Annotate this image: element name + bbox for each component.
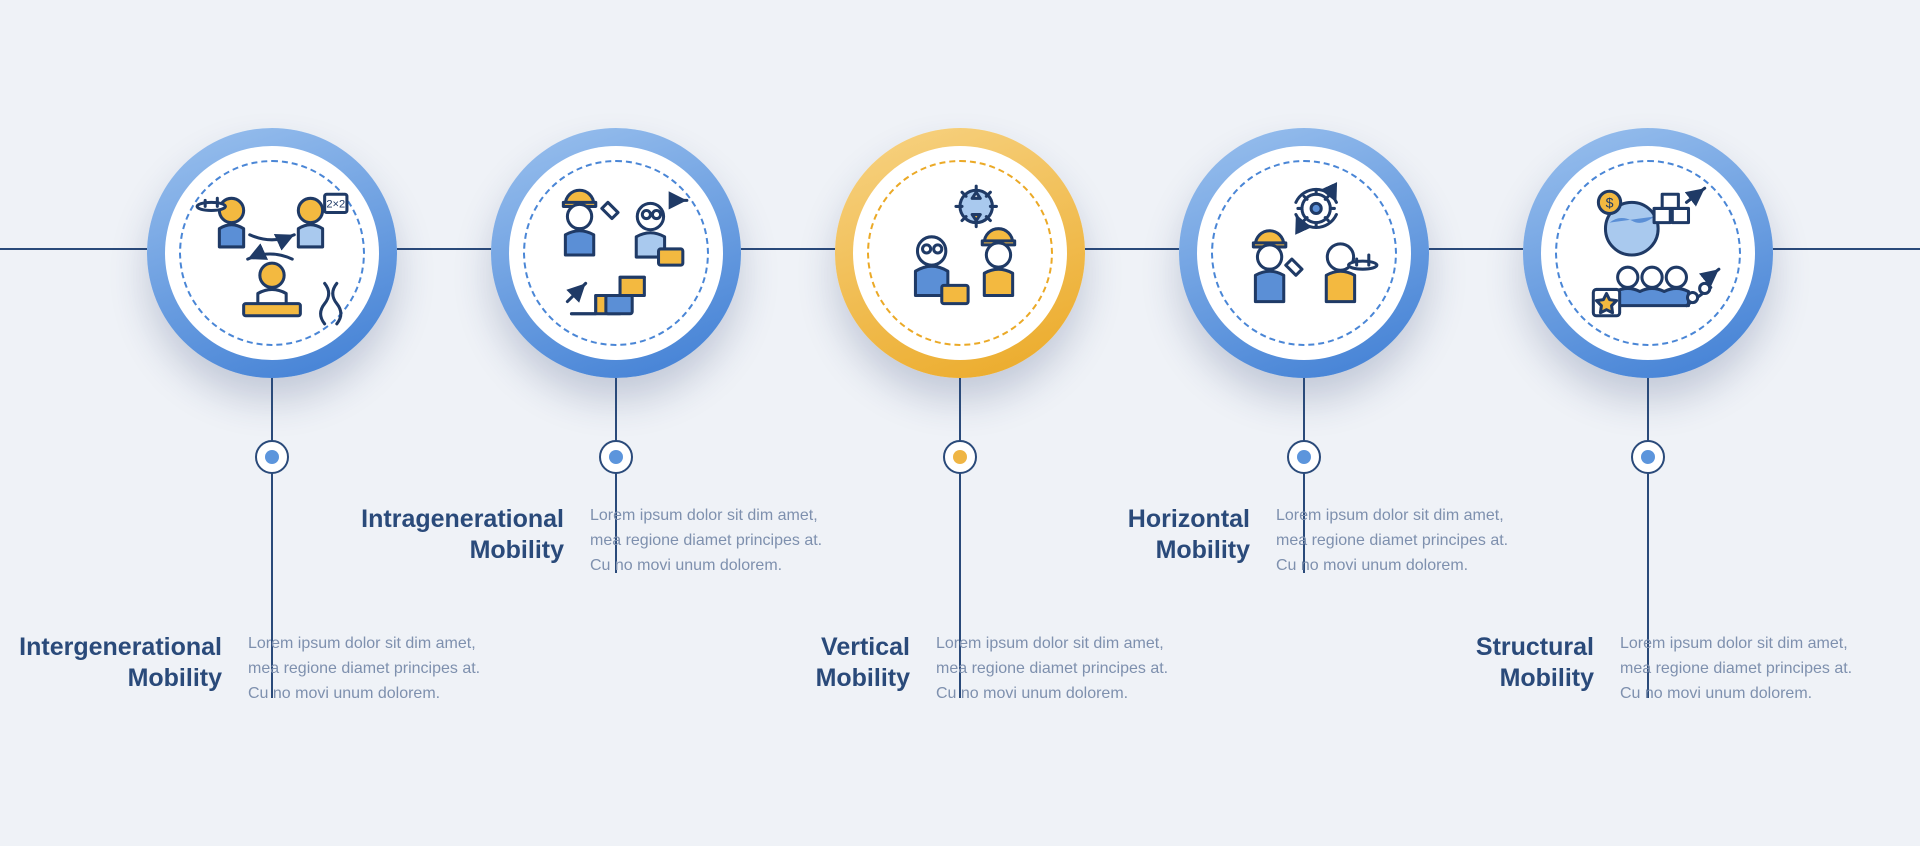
- infographic-item-intergenerational: 2×2: [100, 128, 444, 378]
- circle-badge: [835, 128, 1085, 378]
- horizontal-icon: [1223, 172, 1385, 334]
- text-block: VerticalMobility Lorem ipsum dolor sit di…: [724, 632, 1186, 706]
- infographic-item-horizontal: [1132, 128, 1476, 378]
- intragenerational-icon: [535, 172, 697, 334]
- connector-dot-inner: [1641, 450, 1655, 464]
- infographic-items: 2×2: [0, 0, 1920, 846]
- connector-dot: [943, 440, 977, 474]
- connector-dot-inner: [1297, 450, 1311, 464]
- connector-dot-inner: [265, 450, 279, 464]
- item-desc: Lorem ipsum dolor sit dim amet, mea regi…: [590, 504, 840, 578]
- circle-badge: [491, 128, 741, 378]
- structural-icon: $: [1567, 172, 1729, 334]
- svg-text:2×2: 2×2: [326, 198, 345, 210]
- item-title: IntergenerationalMobility: [0, 632, 222, 706]
- vertical-icon: [879, 172, 1041, 334]
- item-title: HorizontalMobility: [1050, 504, 1250, 578]
- item-title: IntragenerationalMobility: [328, 504, 564, 578]
- text-block: IntergenerationalMobility Lorem ipsum dol…: [0, 632, 498, 706]
- text-block: IntragenerationalMobility Lorem ipsum dol…: [328, 504, 840, 578]
- connector-dot-inner: [609, 450, 623, 464]
- infographic-item-intragenerational: [444, 128, 788, 378]
- intergenerational-icon: 2×2: [191, 172, 353, 334]
- item-desc: Lorem ipsum dolor sit dim amet, mea regi…: [1620, 632, 1870, 706]
- connector-dot: [255, 440, 289, 474]
- svg-text:$: $: [1606, 195, 1614, 211]
- infographic-item-vertical: [788, 128, 1132, 378]
- item-desc: Lorem ipsum dolor sit dim amet, mea regi…: [248, 632, 498, 706]
- connector-dot: [1631, 440, 1665, 474]
- connector-dot-inner: [953, 450, 967, 464]
- infographic-item-structural: $: [1476, 128, 1820, 378]
- circle-badge: $: [1523, 128, 1773, 378]
- connector-dot: [1287, 440, 1321, 474]
- item-title: VerticalMobility: [724, 632, 910, 706]
- connector-dot: [599, 440, 633, 474]
- circle-badge: [1179, 128, 1429, 378]
- item-desc: Lorem ipsum dolor sit dim amet, mea regi…: [1276, 504, 1526, 578]
- circle-badge: 2×2: [147, 128, 397, 378]
- text-block: StructuralMobility Lorem ipsum dolor sit …: [1394, 632, 1870, 706]
- item-title: StructuralMobility: [1394, 632, 1594, 706]
- text-block: HorizontalMobility Lorem ipsum dolor sit …: [1050, 504, 1526, 578]
- item-desc: Lorem ipsum dolor sit dim amet, mea regi…: [936, 632, 1186, 706]
